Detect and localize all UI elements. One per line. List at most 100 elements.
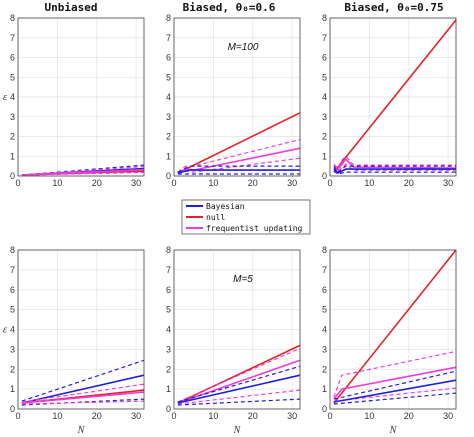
y-tick-label: 2 bbox=[10, 132, 15, 142]
y-tick-label: 6 bbox=[166, 285, 171, 295]
series-null-solid bbox=[333, 249, 457, 404]
y-tick-label: 1 bbox=[166, 151, 171, 161]
series-bayesian-dashed bbox=[21, 359, 145, 402]
y-tick-label: 8 bbox=[322, 245, 327, 255]
y-tick-label: 8 bbox=[166, 245, 171, 255]
x-tick-label: 0 bbox=[171, 411, 176, 421]
panel-1-1: 0 1 2 3 4 5 6 7 8 0 10 20 30 M=5 N bbox=[166, 245, 301, 436]
x-tick-label: 30 bbox=[287, 411, 297, 421]
y-tick-label: 3 bbox=[10, 344, 15, 354]
x-tick-label: 10 bbox=[52, 411, 62, 421]
series-bayesian-dashed bbox=[177, 165, 300, 173]
y-tick-label: 0 bbox=[322, 404, 327, 414]
x-tick-label: 10 bbox=[208, 178, 218, 188]
x-tick-label: 10 bbox=[364, 411, 374, 421]
y-tick-label: 7 bbox=[166, 265, 171, 275]
column-title-1: Unbiased bbox=[45, 1, 98, 14]
y-tick-label: 3 bbox=[166, 112, 171, 122]
legend-label-null: null bbox=[206, 213, 225, 222]
series-bayesian-dashed bbox=[177, 365, 301, 403]
x-tick-label: 10 bbox=[208, 411, 218, 421]
y-tick-label: 7 bbox=[322, 33, 327, 43]
series-frequentist-updating-dashed bbox=[333, 155, 456, 170]
series-bayesian-solid bbox=[333, 379, 457, 403]
axes-box bbox=[329, 249, 457, 410]
x-tick-label: 10 bbox=[364, 178, 374, 188]
x-axis-label: N bbox=[389, 425, 398, 436]
axes-box bbox=[17, 17, 145, 177]
panel-0-1: 0 1 2 3 4 5 6 7 8 0 10 20 30 M=100 bbox=[166, 13, 301, 188]
series-bayesian-solid bbox=[177, 374, 301, 404]
series-bayesian-dashed bbox=[333, 170, 456, 175]
series-frequentist-updating-dashed bbox=[333, 163, 456, 173]
x-tick-label: 20 bbox=[248, 178, 258, 188]
y-tick-label: 7 bbox=[10, 265, 15, 275]
y-tick-label: 5 bbox=[166, 72, 171, 82]
x-tick-label: 0 bbox=[327, 178, 332, 188]
x-tick-label: 0 bbox=[15, 411, 20, 421]
x-tick-label: 30 bbox=[287, 178, 297, 188]
series-bayesian-dashed bbox=[177, 398, 301, 406]
series-bayesian-dashed bbox=[333, 165, 456, 173]
axes-box bbox=[329, 17, 457, 177]
y-tick-label: 4 bbox=[10, 325, 15, 335]
y-tick-label: 0 bbox=[322, 171, 327, 181]
x-tick-label: 20 bbox=[404, 411, 414, 421]
x-tick-label: 30 bbox=[131, 411, 141, 421]
series-bayesian-dashed bbox=[21, 398, 145, 406]
panel-1-0: 0 1 2 3 4 5 6 7 8 0 10 20 30 ε N bbox=[3, 245, 145, 436]
series-frequentist-updating-dashed bbox=[333, 350, 457, 398]
y-tick-label: 2 bbox=[166, 132, 171, 142]
y-tick-label: 5 bbox=[166, 305, 171, 315]
y-tick-label: 6 bbox=[10, 285, 15, 295]
y-tick-label: 0 bbox=[10, 404, 15, 414]
x-axis-label: N bbox=[77, 425, 86, 436]
y-tick-label: 6 bbox=[10, 53, 15, 63]
y-axis-label: ε bbox=[3, 92, 7, 103]
series-bayesian-solid bbox=[177, 169, 300, 174]
y-tick-label: 1 bbox=[10, 384, 15, 394]
series-frequentist-updating-dashed bbox=[21, 400, 145, 405]
y-tick-label: 2 bbox=[322, 364, 327, 374]
series-bayesian-solid bbox=[333, 168, 456, 174]
panel-1-2: 0 1 2 3 4 5 6 7 8 0 10 20 30 N bbox=[322, 245, 457, 436]
y-tick-label: 4 bbox=[322, 92, 327, 102]
y-tick-label: 8 bbox=[166, 13, 171, 23]
x-tick-label: 20 bbox=[404, 178, 414, 188]
y-tick-label: 1 bbox=[10, 151, 15, 161]
y-tick-label: 5 bbox=[322, 305, 327, 315]
y-tick-label: 1 bbox=[322, 384, 327, 394]
y-tick-label: 4 bbox=[166, 92, 171, 102]
y-tick-label: 8 bbox=[10, 13, 15, 23]
y-tick-label: 2 bbox=[322, 132, 327, 142]
series-frequentist-updating-solid bbox=[21, 391, 145, 404]
panel-0-2: 0 1 2 3 4 5 6 7 8 0 10 20 30 bbox=[322, 13, 457, 188]
y-tick-label: 8 bbox=[322, 13, 327, 23]
y-tick-label: 5 bbox=[10, 305, 15, 315]
y-tick-label: 3 bbox=[10, 112, 15, 122]
y-axis-label: ε bbox=[3, 325, 7, 336]
x-tick-label: 30 bbox=[443, 411, 453, 421]
x-tick-label: 10 bbox=[52, 178, 62, 188]
legend-label-bayesian: Bayesian bbox=[206, 202, 245, 211]
y-tick-label: 0 bbox=[166, 171, 171, 181]
x-tick-label: 20 bbox=[92, 411, 102, 421]
legend: Bayesian null frequentist updating bbox=[181, 199, 311, 235]
x-tick-label: 0 bbox=[171, 178, 176, 188]
y-tick-label: 1 bbox=[166, 384, 171, 394]
x-tick-label: 0 bbox=[15, 178, 20, 188]
y-tick-label: 8 bbox=[10, 245, 15, 255]
y-tick-label: 6 bbox=[322, 285, 327, 295]
y-tick-label: 2 bbox=[10, 364, 15, 374]
axes-box bbox=[173, 249, 301, 410]
y-tick-label: 4 bbox=[166, 325, 171, 335]
x-axis-label: N bbox=[233, 425, 242, 436]
series-frequentist-updating-dashed bbox=[21, 171, 145, 176]
y-tick-label: 4 bbox=[322, 325, 327, 335]
y-tick-label: 6 bbox=[166, 53, 171, 63]
series-frequentist-updating-solid bbox=[21, 168, 145, 176]
y-tick-label: 5 bbox=[10, 72, 15, 82]
y-tick-label: 3 bbox=[322, 112, 327, 122]
y-tick-label: 6 bbox=[322, 53, 327, 63]
x-tick-label: 30 bbox=[443, 178, 453, 188]
